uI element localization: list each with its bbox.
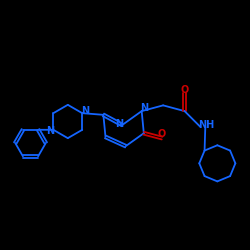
Text: O: O: [158, 129, 166, 139]
Text: N: N: [140, 103, 148, 113]
Text: N: N: [46, 126, 54, 136]
Text: N: N: [116, 118, 124, 128]
Text: N: N: [82, 106, 90, 116]
Text: NH: NH: [198, 120, 214, 130]
Text: O: O: [180, 85, 189, 95]
